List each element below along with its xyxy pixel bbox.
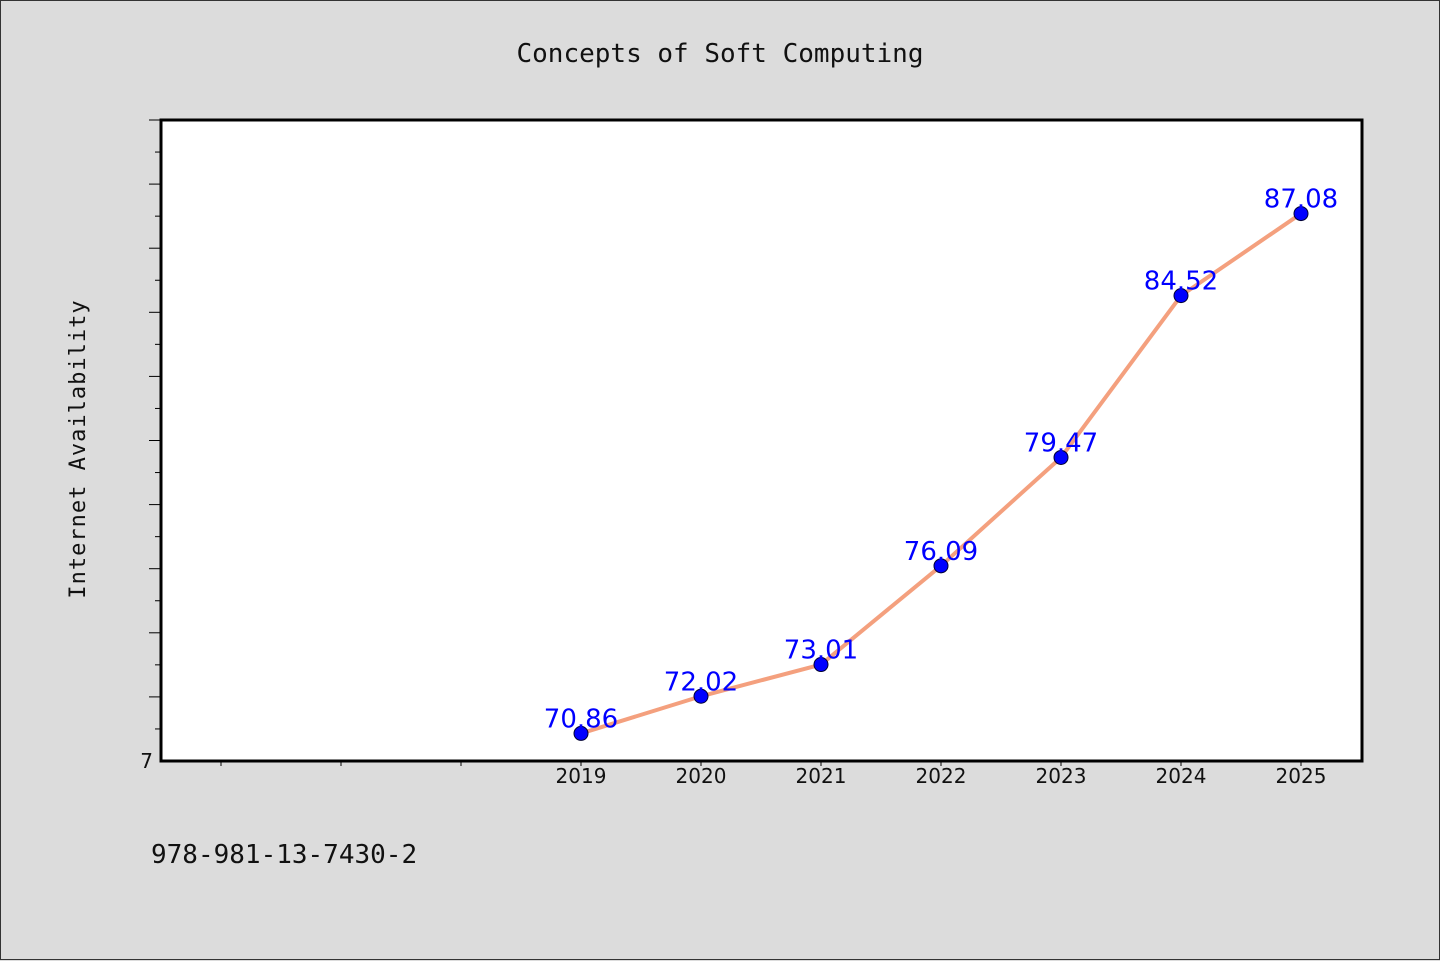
data-point <box>693 688 709 704</box>
data-label: 87.08 <box>1264 185 1338 215</box>
data-point <box>933 558 949 574</box>
data-point <box>573 725 589 741</box>
x-tick-label: 2023 <box>1036 764 1087 788</box>
x-tick-label: 2021 <box>796 764 847 788</box>
data-label: 84.52 <box>1144 267 1218 297</box>
data-label-group: 70.86 72.02 73.01 76.09 79.47 84.52 87.08 <box>544 185 1338 735</box>
data-label: 73.01 <box>784 636 858 666</box>
isbn-footer: 978-981-13-7430-2 <box>151 840 417 870</box>
x-tick-label: 2025 <box>1276 764 1327 788</box>
y-axis-label: Internet Availability <box>66 299 91 598</box>
data-point <box>1053 449 1069 465</box>
series-point-group <box>573 206 1309 741</box>
data-point <box>1173 288 1189 304</box>
data-label: 79.47 <box>1024 428 1098 458</box>
x-tick-label: 2024 <box>1156 764 1207 788</box>
data-label: 72.02 <box>664 667 738 697</box>
x-axis-ticks <box>220 761 1302 766</box>
x-axis-tick-labels: 2019 2020 2021 2022 2023 2024 2025 <box>556 764 1327 788</box>
plot-area <box>159 118 1364 763</box>
chart-title: Concepts of Soft Computing <box>517 39 924 69</box>
x-tick-label: 2019 <box>556 764 607 788</box>
y-tick-label: 7 <box>140 749 153 773</box>
y-axis-tick-labels: 7 <box>140 749 153 773</box>
data-point <box>813 657 829 673</box>
data-label: 70.86 <box>544 704 618 734</box>
x-tick-label: 2020 <box>676 764 727 788</box>
x-tick-label: 2022 <box>916 764 967 788</box>
y-axis-ticks <box>149 119 161 730</box>
data-point <box>1293 206 1309 222</box>
data-label: 76.09 <box>904 537 978 567</box>
